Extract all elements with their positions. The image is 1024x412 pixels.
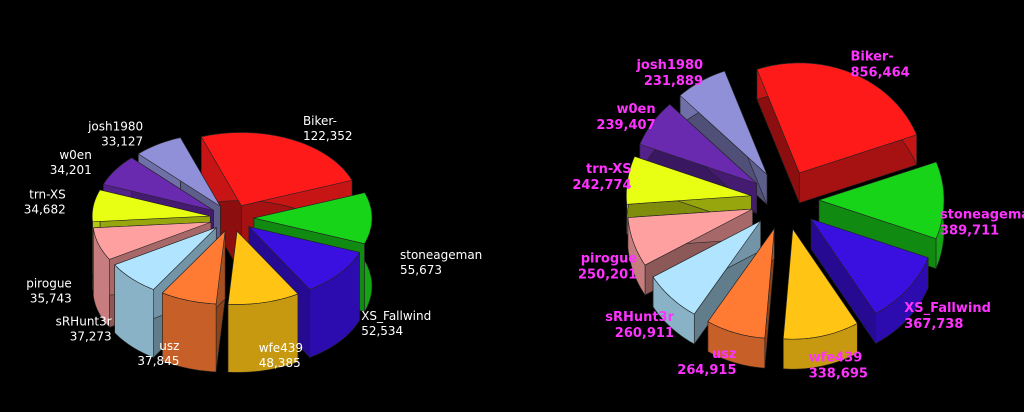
- left-label-value-josh1980: 33,127: [101, 135, 143, 149]
- right-label-name-biker: Biker-: [850, 49, 893, 64]
- left-label-name-trn-xs: trn-XS: [29, 187, 66, 201]
- slice-top: [102, 157, 214, 211]
- right-label-value-stoneageman: 389,711: [940, 223, 999, 238]
- right-label-value-xs-fallwind: 367,738: [904, 317, 963, 332]
- slice-top: [114, 227, 217, 290]
- left-label-name-usz: usz: [159, 339, 179, 353]
- right-label-value-trn-xs: 242,774: [572, 178, 631, 193]
- right-label-name-stoneageman: stoneageman: [940, 207, 1024, 222]
- left-slice-wfe439: [227, 230, 299, 373]
- slice-top: [639, 104, 757, 184]
- right-slice-usz: [707, 227, 775, 369]
- slice-top: [810, 218, 929, 314]
- slice-top: [652, 220, 761, 315]
- left-label-value-stoneageman: 55,673: [400, 263, 442, 277]
- right-label-name-srhunt3r: sRHunt3r: [605, 310, 674, 325]
- right-label-value-wfe439: 338,695: [809, 366, 868, 381]
- right-label-value-usz: 264,915: [677, 363, 736, 378]
- right-label-value-srhunt3r: 260,911: [615, 326, 674, 341]
- slice-top: [782, 228, 858, 340]
- slice-top: [679, 70, 768, 175]
- slice-top: [93, 221, 212, 260]
- left-label-value-trn-xs: 34,682: [24, 202, 66, 216]
- slice-top: [756, 62, 918, 174]
- slice-top: [707, 227, 775, 339]
- left-label-name-josh1980: josh1980: [87, 120, 143, 134]
- right-label-name-w0en: w0en: [617, 102, 656, 117]
- left-label-value-usz: 37,845: [137, 354, 179, 368]
- slice-top: [627, 208, 753, 266]
- slice-top: [626, 156, 752, 205]
- right-label-name-trn-xs: trn-XS: [586, 162, 632, 177]
- left-label-value-xs-fallwind: 52,534: [361, 324, 403, 338]
- slice-top: [253, 192, 373, 245]
- slice-top: [818, 161, 945, 239]
- right-label-name-wfe439: wfe439: [809, 350, 863, 365]
- left-label-name-stoneageman: stoneageman: [400, 248, 482, 262]
- left-label-name-srhunt3r: sRHunt3r: [56, 315, 112, 329]
- left-label-value-biker: 122,352: [303, 129, 353, 143]
- left-label-name-xs-fallwind: XS_Fallwind: [361, 309, 431, 323]
- left-label-name-pirogue: pirogue: [26, 277, 72, 291]
- slice-top: [161, 230, 226, 305]
- right-label-name-xs-fallwind: XS_Fallwind: [904, 301, 991, 316]
- right-slice-xs-fallwind: [810, 218, 929, 345]
- right-slice-biker: [756, 62, 918, 204]
- right-label-name-josh1980: josh1980: [635, 58, 703, 73]
- right-label-value-w0en: 239,407: [596, 118, 655, 133]
- right-label-value-pirogue: 250,201: [578, 267, 637, 282]
- right-label-name-pirogue: pirogue: [581, 251, 638, 266]
- right-label-value-biker: 856,464: [850, 65, 909, 80]
- left-label-value-w0en: 34,201: [50, 163, 92, 177]
- left-label-name-w0en: w0en: [59, 148, 91, 162]
- right-pie-chart: Biker-856,464 stoneageman389,711 XS_Fallwi…: [572, 49, 1024, 381]
- left-slice-usz: [161, 230, 226, 373]
- slice-top: [247, 226, 360, 290]
- right-label-value-josh1980: 231,889: [644, 74, 703, 89]
- slice-top: [91, 189, 211, 223]
- right-slice-wfe439: [782, 228, 858, 370]
- left-label-name-biker: Biker-: [303, 114, 337, 128]
- right-label-name-usz: usz: [712, 347, 737, 362]
- slice-top: [200, 132, 353, 206]
- left-label-value-pirogue: 35,743: [30, 292, 72, 306]
- left-label-value-wfe439: 48,385: [259, 356, 301, 370]
- left-label-value-srhunt3r: 37,273: [70, 330, 112, 344]
- right-slice-srhunt3r: [652, 219, 761, 346]
- slice-top: [227, 230, 299, 305]
- slice-top: [137, 137, 221, 207]
- left-label-name-wfe439: wfe439: [259, 341, 303, 355]
